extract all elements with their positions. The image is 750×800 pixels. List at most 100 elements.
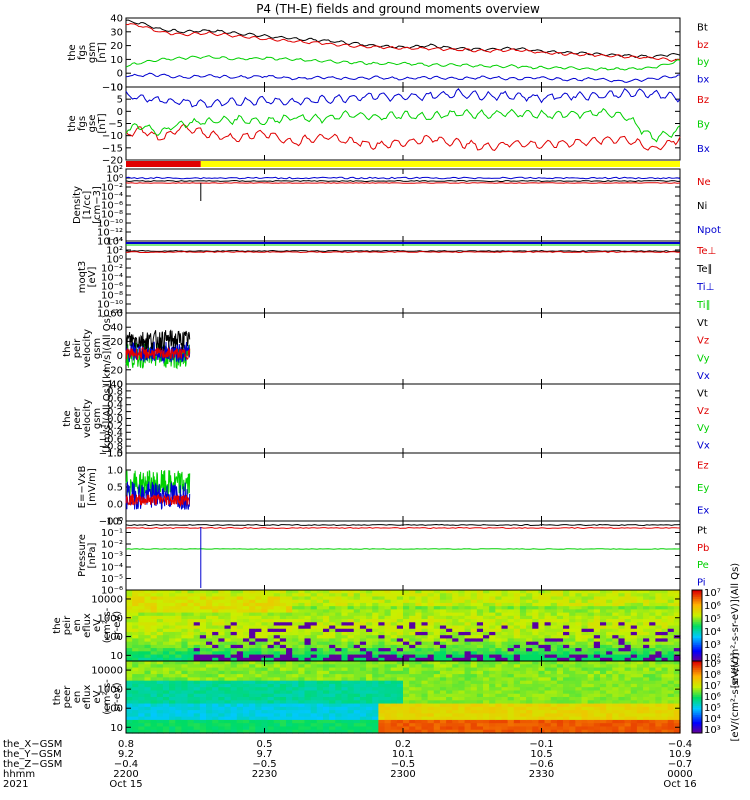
spectrogram-cell bbox=[458, 651, 466, 656]
spectrogram-cell bbox=[181, 683, 189, 688]
spectrogram-cell bbox=[649, 622, 656, 627]
spectrogram-cell bbox=[279, 602, 287, 607]
spectrogram-cell bbox=[575, 723, 583, 728]
spectrogram-cell bbox=[150, 615, 158, 620]
y-tick-label: 10⁻⁴ bbox=[101, 273, 123, 284]
spectrogram-cell bbox=[624, 638, 632, 643]
spectrogram-cell bbox=[667, 635, 675, 640]
spectrogram-cell bbox=[249, 723, 256, 728]
spectrogram-cell bbox=[556, 622, 564, 627]
spectrogram-cell bbox=[464, 628, 472, 633]
spectrogram-cell bbox=[655, 719, 663, 724]
spectrogram-cell bbox=[316, 651, 324, 656]
spectrogram-cell bbox=[249, 612, 256, 617]
spectrogram-cell bbox=[550, 657, 558, 662]
spectrogram-cell bbox=[279, 657, 287, 662]
spectrogram-cell bbox=[193, 631, 201, 636]
spectrogram-cell bbox=[138, 670, 146, 675]
spectrogram-cell bbox=[427, 631, 435, 636]
spectrogram-cell bbox=[661, 690, 669, 695]
spectrogram-cell bbox=[433, 690, 441, 695]
spectrogram-cell bbox=[169, 619, 176, 623]
colorbar-swatch bbox=[692, 698, 702, 702]
spectrogram-cell bbox=[544, 593, 552, 598]
spectrogram-cell bbox=[519, 710, 527, 714]
spectrogram-cell bbox=[156, 729, 164, 734]
spectrogram-cell bbox=[507, 710, 515, 714]
spectrogram-cell bbox=[599, 612, 607, 617]
spectrogram-cell bbox=[261, 606, 269, 610]
spectrogram-cell bbox=[162, 657, 170, 662]
spectrogram-cell bbox=[458, 602, 466, 607]
legend-ex: Ex bbox=[697, 506, 709, 517]
spectrogram-cell bbox=[612, 619, 620, 623]
legend-ey: Ey bbox=[697, 483, 709, 494]
spectrogram-cell bbox=[655, 683, 663, 688]
spectrogram-cell bbox=[335, 719, 343, 724]
spectrogram-cell bbox=[661, 726, 669, 731]
colorbar-swatch bbox=[692, 595, 702, 598]
spectrogram-cell bbox=[286, 596, 293, 601]
spectrogram-cell bbox=[452, 670, 459, 675]
spectrogram-cell bbox=[249, 677, 256, 682]
spectrogram-cell bbox=[236, 609, 244, 614]
colorbar-swatch bbox=[692, 662, 702, 666]
spectrogram-cell bbox=[242, 690, 250, 695]
spectrogram-cell bbox=[347, 690, 355, 695]
spectrogram-cell bbox=[470, 615, 478, 620]
spectrogram-cell bbox=[347, 638, 355, 643]
spectrogram-cell bbox=[150, 687, 158, 692]
spectrogram-cell bbox=[224, 622, 232, 627]
spectrogram-cell bbox=[150, 690, 158, 695]
spectrogram-cell bbox=[538, 612, 546, 617]
spectrogram-cell bbox=[224, 654, 232, 659]
spectrogram-cell bbox=[273, 654, 281, 659]
spectrogram-cell bbox=[643, 710, 650, 714]
spectrogram-cell bbox=[132, 612, 139, 617]
spectrogram-cell bbox=[212, 631, 219, 636]
spectrogram-cell bbox=[267, 609, 275, 614]
spectrogram-cell bbox=[476, 680, 484, 685]
spectrogram-cell bbox=[563, 690, 570, 695]
spectrogram-cell bbox=[433, 635, 441, 640]
colorbar-9 bbox=[692, 661, 702, 734]
spectrogram-cell bbox=[427, 700, 435, 705]
spectrogram-cell bbox=[138, 635, 146, 640]
spectrogram-cell bbox=[624, 661, 632, 665]
spectrogram-cell bbox=[366, 590, 373, 594]
spectrogram-cell bbox=[446, 683, 453, 688]
spectrogram-cell bbox=[519, 590, 527, 594]
colorbar-swatch bbox=[692, 650, 702, 653]
y-tick-label: −10 bbox=[102, 131, 123, 142]
spectrogram-cell bbox=[304, 635, 312, 640]
spectrogram-cell bbox=[396, 609, 404, 614]
spectrogram-cell bbox=[169, 667, 176, 672]
spectrogram-cell bbox=[372, 723, 379, 728]
spectrogram-cell bbox=[563, 697, 570, 701]
spectrogram-cell bbox=[513, 590, 521, 594]
spectrogram-cell bbox=[224, 599, 232, 604]
spectrogram-cell bbox=[384, 703, 392, 708]
spectrogram-cell bbox=[310, 710, 318, 714]
spectrogram-cell bbox=[618, 631, 626, 636]
spectrogram-cell bbox=[593, 635, 601, 640]
spectrogram-cell bbox=[575, 602, 583, 607]
spectrogram-cell bbox=[206, 687, 213, 692]
spectrogram-cell bbox=[649, 680, 656, 685]
spectrogram-cell bbox=[206, 670, 213, 675]
spectrogram-cell bbox=[667, 622, 675, 627]
spectrogram-cell bbox=[624, 687, 632, 692]
spectrogram-cell bbox=[618, 683, 626, 688]
spectrogram-cell bbox=[483, 726, 490, 731]
spectrogram-cell bbox=[593, 615, 601, 620]
y-tick-label: 1.0 bbox=[107, 380, 123, 391]
spectrogram-cell bbox=[267, 719, 275, 724]
spectrogram-cell bbox=[439, 622, 447, 627]
spectrogram-cell bbox=[175, 687, 182, 692]
spectrogram-cell bbox=[421, 703, 429, 708]
spectrogram-cell bbox=[544, 674, 552, 678]
spectrogram-cell bbox=[224, 596, 232, 601]
spectrogram-cell bbox=[433, 703, 441, 708]
spectrogram-cell bbox=[286, 609, 293, 614]
spectrogram-cell bbox=[403, 729, 410, 734]
